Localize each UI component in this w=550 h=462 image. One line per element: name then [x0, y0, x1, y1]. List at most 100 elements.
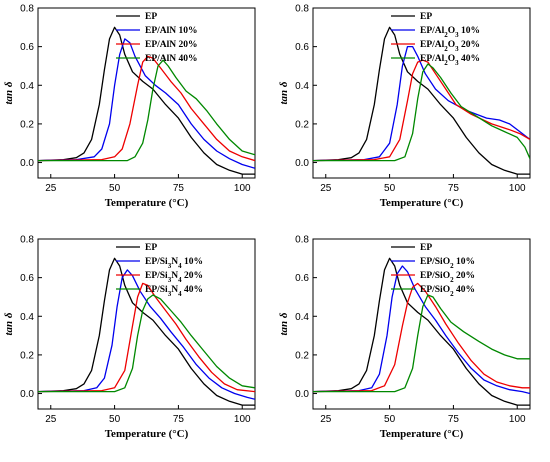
- series-line-ep-aln-10: [38, 38, 255, 169]
- legend-label-ep: EP: [145, 12, 157, 22]
- x-axis-title: Temperature (°C): [380, 197, 464, 209]
- legend-text: EP/Si: [145, 271, 168, 281]
- legend-text: EP/SiO: [420, 257, 450, 267]
- legend-text: 40%: [459, 54, 480, 64]
- legend-text: EP/SiO: [420, 271, 450, 281]
- series-group: [313, 26, 530, 175]
- legend-subscript: 2: [444, 45, 448, 53]
- chart-panel-sio2: 25 50 75 100 0.0 0.2 0.4 0.6 0.8 Temperature (°C)…: [275, 231, 550, 462]
- x-tick-label: 75: [173, 414, 185, 425]
- y-tick-label: 0.2: [295, 350, 309, 361]
- y-tick-label: 0.4: [295, 81, 309, 92]
- legend-subscript: 3: [168, 290, 172, 298]
- y-tick-label: 0.2: [20, 350, 34, 361]
- legend-text: 20%: [182, 271, 203, 281]
- y-tick-label: 0.4: [295, 312, 309, 323]
- legend-text: EP: [420, 243, 432, 253]
- x-tick-label: 25: [320, 414, 332, 425]
- legend-label-ep-al2o3-40: EP/Al2O3 40%: [420, 54, 480, 67]
- legend-subscript: 3: [455, 59, 459, 67]
- legend-subscript: 2: [444, 59, 448, 67]
- x-tick-label: 75: [173, 183, 185, 194]
- legend-text: 20%: [454, 271, 475, 281]
- legend-subscript: 3: [168, 262, 172, 270]
- chart-svg: 25 50 75 100 0.0 0.2 0.4 0.6 0.8 Temperature (°C)…: [278, 235, 531, 440]
- series-line-ep-si3n4-40: [38, 294, 255, 393]
- legend-subscript: 2: [450, 276, 454, 284]
- chart-panel-al2o3: 25 50 75 100 0.0 0.2 0.4 0.6 0.8 Temperature (°C)…: [275, 0, 550, 231]
- legend-subscript: 4: [178, 262, 182, 270]
- legend-text: EP: [420, 12, 432, 22]
- legend-subscript: 2: [450, 262, 454, 270]
- legend-subscript: 3: [455, 31, 459, 39]
- legend-label-ep: EP: [420, 243, 432, 253]
- legend-text: 10%: [182, 257, 203, 267]
- legend-text: O: [448, 26, 455, 36]
- legend-text: 40%: [182, 285, 203, 295]
- chart-svg: 25 50 75 100 0.0 0.2 0.4 0.6 0.8 Temperature (°C)…: [3, 4, 256, 209]
- plot-frame: [312, 238, 531, 410]
- legend-label-ep-al2o3-10: EP/Al2O3 10%: [420, 26, 480, 39]
- y-tick-label: 0.8: [20, 4, 34, 15]
- x-tick-label: 75: [448, 414, 460, 425]
- x-tick-label: 50: [109, 183, 121, 194]
- y-tick-label: 0.8: [295, 4, 309, 15]
- y-tick-label: 0.6: [20, 273, 34, 284]
- series-line-ep-aln-20: [38, 55, 255, 162]
- y-tick-label: 0.8: [20, 235, 34, 246]
- series-line-ep: [38, 257, 255, 406]
- legend-label-ep-al2o3-20: EP/Al2O3 20%: [420, 40, 480, 53]
- legend-text: N: [171, 271, 178, 281]
- legend-subscript: 2: [450, 290, 454, 298]
- legend-text: O: [448, 54, 455, 64]
- y-tick-label: 0.8: [295, 235, 309, 246]
- legend-subscript: 3: [455, 45, 459, 53]
- series-group: [313, 257, 530, 406]
- x-tick-label: 50: [384, 414, 396, 425]
- legend-text: O: [448, 40, 455, 50]
- legend-text: EP/SiO: [420, 285, 450, 295]
- legend-subscript: 3: [168, 276, 172, 284]
- series-line-ep-sio2-40: [313, 294, 530, 393]
- y-axis-title: tan δ: [278, 81, 290, 104]
- series-line-ep: [313, 257, 530, 406]
- x-tick-label: 100: [509, 183, 526, 194]
- plot-frame: [312, 7, 531, 179]
- x-axis-title: Temperature (°C): [105, 197, 189, 209]
- x-tick-label: 75: [448, 183, 460, 194]
- series-line-ep-sio2-20: [313, 282, 530, 393]
- chart-svg: 25 50 75 100 0.0 0.2 0.4 0.6 0.8 Temperature (°C)…: [278, 4, 531, 209]
- legend-text: EP/Al: [420, 40, 445, 50]
- legend: EP EP/AlN 10% EP/AlN 20% EP/AlN 40%: [116, 12, 198, 64]
- series-line-ep-aln-40: [38, 59, 255, 162]
- legend-label-ep-si3n4-20: EP/Si3N4 20%: [145, 271, 203, 284]
- legend-text: EP: [145, 12, 157, 22]
- legend-subscript: 4: [178, 276, 182, 284]
- legend-label-ep-aln-10: EP/AlN 10%: [145, 26, 198, 36]
- legend-subscript: 2: [444, 31, 448, 39]
- y-tick-label: 0.2: [295, 119, 309, 130]
- legend-text: EP/Si: [145, 285, 168, 295]
- legend-label-ep-si3n4-40: EP/Si3N4 40%: [145, 285, 203, 298]
- chart-panel-si3n4: 25 50 75 100 0.0 0.2 0.4 0.6 0.8 Temperature (°C)…: [0, 231, 275, 462]
- y-tick-label: 0.4: [20, 312, 34, 323]
- x-axis-title: Temperature (°C): [105, 428, 189, 440]
- x-axis-title: Temperature (°C): [380, 428, 464, 440]
- y-tick-label: 0.6: [295, 42, 309, 53]
- legend-text: EP/Si: [145, 257, 168, 267]
- x-tick-label: 50: [384, 183, 396, 194]
- legend-text: EP/AlN 10%: [145, 26, 198, 36]
- legend-text: 20%: [459, 40, 480, 50]
- series-line-ep-al2o3-40: [313, 63, 530, 162]
- y-tick-label: 0.0: [295, 158, 309, 169]
- series-line-ep-sio2-10: [313, 265, 530, 395]
- legend-label-ep-aln-20: EP/AlN 20%: [145, 40, 198, 50]
- chart-svg: 25 50 75 100 0.0 0.2 0.4 0.6 0.8 Temperature (°C)…: [3, 235, 256, 440]
- y-tick-label: 0.6: [295, 273, 309, 284]
- x-tick-label: 100: [234, 414, 251, 425]
- y-axis-title: tan δ: [278, 312, 290, 335]
- legend-text: EP/Al: [420, 26, 445, 36]
- legend-text: N: [171, 285, 178, 295]
